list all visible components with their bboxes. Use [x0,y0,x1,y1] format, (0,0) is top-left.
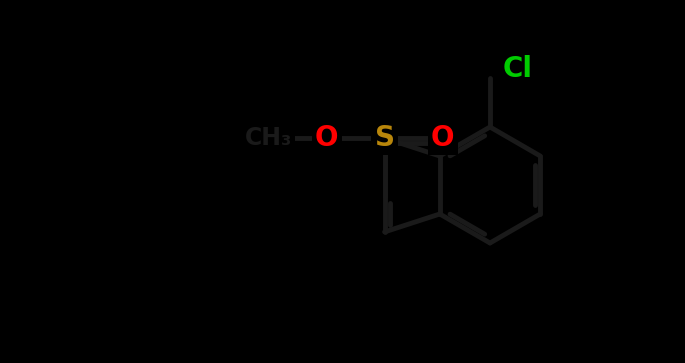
Text: CH₃: CH₃ [245,126,292,150]
Text: S: S [375,124,395,152]
Text: Cl: Cl [503,55,533,83]
Text: O: O [431,124,454,152]
Text: O: O [315,124,338,152]
